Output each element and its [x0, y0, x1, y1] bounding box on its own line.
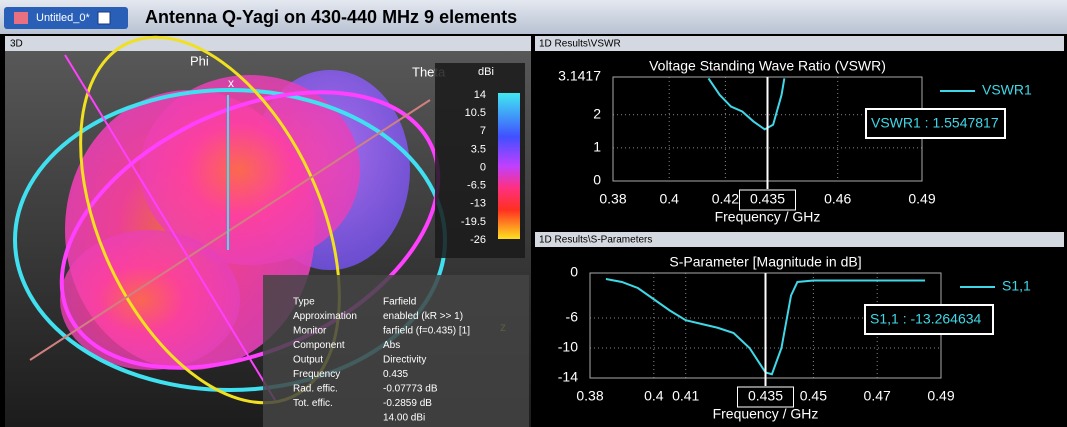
y-tick-label: -14 [558, 369, 578, 385]
colorbar [498, 93, 520, 239]
colorbar-tick: 7 [480, 125, 486, 137]
y-tick-label: 3.1417 [558, 68, 601, 84]
panel-title: 3D [10, 39, 23, 50]
panel-title: 1D Results\S-Parameters [539, 235, 652, 246]
info-key: Tot. effic. [293, 398, 333, 409]
x-tick-label: 0.38 [599, 191, 626, 207]
tab-label[interactable]: Untitled_0* [36, 12, 91, 24]
x-tick-label: 0.42 [712, 191, 739, 207]
y-tick-label: 0 [593, 172, 601, 188]
panel-header [535, 232, 1064, 247]
marker-box [864, 304, 994, 335]
info-value: 0.435 [383, 369, 408, 380]
info-key: Approximation [293, 311, 357, 322]
x-axis-label: Frequency / GHz [713, 406, 819, 422]
axis-label: Phi [190, 53, 209, 68]
marker-box [865, 108, 1006, 139]
panel-header [5, 36, 531, 51]
x-axis-label: Frequency / GHz [715, 209, 821, 225]
chart-title: Voltage Standing Wave Ratio (VSWR) [649, 58, 886, 74]
axis-label: x [228, 76, 234, 90]
panel-header [535, 36, 1064, 51]
y-tick-label: 2 [593, 105, 601, 121]
colorbar-tick: -13 [470, 198, 486, 210]
info-value: -0.2859 dB [383, 398, 432, 409]
info-key: Component [293, 340, 345, 351]
series-line [707, 77, 786, 131]
info-key: Type [293, 297, 315, 308]
colorbar-tick: -6.5 [467, 180, 486, 192]
marker-x-box [739, 189, 796, 211]
info-value: Directivity [383, 355, 426, 366]
tab[interactable] [4, 7, 128, 29]
tab-icon [14, 12, 28, 24]
y-tick-label: -6 [566, 309, 579, 325]
x-tick-label: 0.47 [864, 388, 891, 404]
info-key: Monitor [293, 326, 327, 337]
marker-x-label: 0.435 [750, 191, 785, 207]
info-value: Abs [383, 340, 400, 351]
info-value: enabled (kR >> 1) [383, 311, 463, 322]
title-bar [0, 0, 1067, 34]
info-value: Farfield [383, 297, 416, 308]
panel-title: 1D Results\VSWR [539, 39, 621, 50]
marker-label: VSWR1 : 1.5547817 [871, 115, 999, 131]
y-tick-label: 0 [570, 264, 578, 280]
marker-x-label: 0.435 [748, 388, 783, 404]
colorbar-tick: -19.5 [461, 216, 486, 228]
x-tick-label: 0.41 [672, 388, 699, 404]
info-key: Rad. effic. [293, 384, 338, 395]
x-tick-label: 0.4 [659, 191, 679, 207]
legend-label: VSWR1 [982, 82, 1032, 98]
tab-close[interactable] [97, 11, 111, 25]
colorbar-unit: dBi [478, 66, 494, 78]
colorbar-tick: 14 [474, 89, 486, 101]
colorbar-tick: 3.5 [471, 143, 486, 155]
x-tick-label: 0.4 [644, 388, 664, 404]
series-line [605, 278, 926, 376]
x-tick-label: 0.49 [927, 388, 954, 404]
legend-label: S1,1 [1002, 278, 1031, 294]
info-value: 14.00 dBi [383, 413, 425, 424]
x-tick-label: 0.45 [800, 388, 827, 404]
x-tick-label: 0.38 [576, 388, 603, 404]
x-tick-label: 0.49 [908, 191, 935, 207]
info-key: Frequency [293, 369, 340, 380]
info-box [263, 275, 529, 427]
page-title: Antenna Q-Yagi on 430-440 MHz 9 elements [145, 7, 517, 27]
radiation-pattern [13, 35, 447, 405]
y-tick-label: 1 [593, 139, 601, 155]
marker-x-box [737, 386, 794, 408]
y-tick-label: -10 [558, 339, 578, 355]
colorbar-tick: -26 [470, 234, 486, 246]
info-value: farfield (f=0.435) [1] [383, 326, 470, 337]
info-key: Output [293, 355, 323, 366]
colorbar-tick: 10.5 [465, 107, 486, 119]
info-value: -0.07773 dB [383, 384, 438, 395]
x-tick-label: 0.46 [824, 191, 851, 207]
chart-title: S-Parameter [Magnitude in dB] [669, 254, 861, 270]
colorbar-tick: 0 [480, 161, 486, 173]
marker-label: S1,1 : -13.264634 [870, 311, 982, 327]
